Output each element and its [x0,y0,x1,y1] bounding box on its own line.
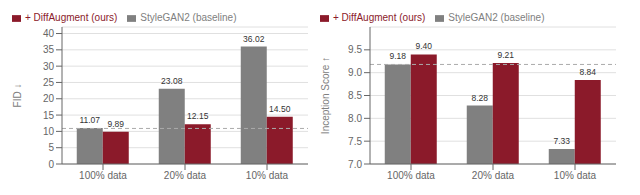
svg-text:23.08: 23.08 [161,76,183,86]
svg-text:14.50: 14.50 [269,104,291,114]
svg-text:9.89: 9.89 [107,119,124,129]
svg-text:10: 10 [43,126,55,137]
html-text:StyleGAN2 (baseline): StyleGAN2 (baseline) [140,12,237,23]
svg-text:100% data: 100% data [387,170,435,181]
svg-text:9.0: 9.0 [348,67,362,78]
svg-text:11.07: 11.07 [79,115,100,125]
svg-text:15: 15 [43,110,55,121]
svg-text:0: 0 [48,159,54,170]
svg-text:20% data: 20% data [164,170,207,181]
svg-text:8.28: 8.28 [471,93,488,103]
svg-text:8.84: 8.84 [579,67,596,77]
svg-text:10% data: 10% data [246,170,289,181]
svg-text:30: 30 [43,61,55,72]
svg-text:7.0: 7.0 [348,159,362,170]
svg-text:36.02: 36.02 [243,34,265,44]
svg-text:100% data: 100% data [79,170,127,181]
svg-text:20% data: 20% data [472,170,515,181]
svg-text:9.5: 9.5 [348,44,362,55]
svg-text:8.5: 8.5 [348,90,362,101]
svg-text:5: 5 [48,142,54,153]
svg-text:9.21: 9.21 [497,50,514,60]
svg-text:7.5: 7.5 [348,136,362,147]
svg-text:Inception Score ↑: Inception Score ↑ [320,57,331,134]
svg-text:FID ↓: FID ↓ [12,84,23,108]
svg-text:9.40: 9.40 [415,41,432,51]
svg-text:25: 25 [43,77,55,88]
svg-text:9.18: 9.18 [389,51,406,61]
html-text:+ DiffAugment (ours): + DiffAugment (ours) [25,12,118,23]
svg-text:20: 20 [43,93,55,104]
html-text:+ DiffAugment (ours): + DiffAugment (ours) [333,12,426,23]
svg-text:40: 40 [43,28,55,39]
html-text:StyleGAN2 (baseline): StyleGAN2 (baseline) [448,12,545,23]
svg-text:10% data: 10% data [554,170,597,181]
svg-text:35: 35 [43,44,55,55]
svg-text:7.33: 7.33 [553,136,570,146]
svg-text:8.0: 8.0 [348,113,362,124]
svg-text:12.15: 12.15 [187,111,209,121]
